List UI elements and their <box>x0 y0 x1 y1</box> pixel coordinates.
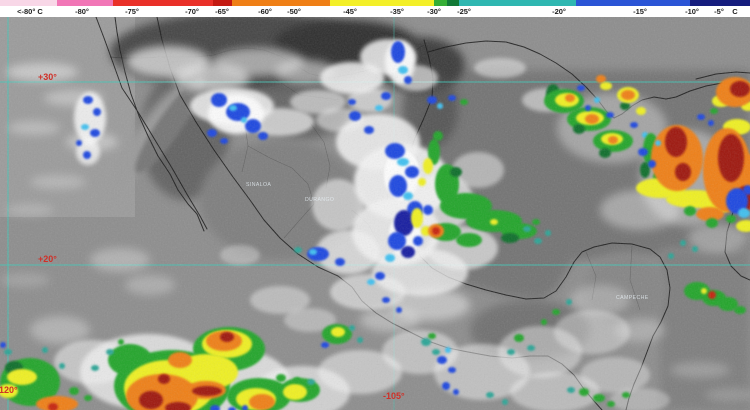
colorbar-segment <box>57 0 113 6</box>
colorbar-tick-label: -20° <box>552 7 566 16</box>
temperature-colorbar: <-80° C -80° -75° -70° -65° -60° -50° -4… <box>0 0 750 17</box>
colorbar-tick-label: -50° <box>287 7 301 16</box>
colorbar-segment <box>113 0 213 6</box>
colorbar-tick-label: -75° <box>125 7 139 16</box>
colorbar-segments <box>0 0 750 6</box>
state-label: CAMPECHE <box>616 295 649 301</box>
colorbar-segment <box>0 0 57 6</box>
latitude-label: +20° <box>38 254 57 264</box>
colorbar-tick-label: -65° <box>215 7 229 16</box>
colorbar-tick-label: -60° <box>258 7 272 16</box>
colorbar-tick-label: <-80° C <box>17 7 43 16</box>
colorbar-segment <box>576 0 690 6</box>
noise-overlay <box>0 17 750 410</box>
colorbar-segment <box>459 0 576 6</box>
colorbar-segment <box>213 0 232 6</box>
colorbar-segment <box>434 0 447 6</box>
colorbar-tick-label: -15° <box>633 7 647 16</box>
longitude-label: -120° <box>0 385 18 395</box>
colorbar-tick-label: -35° <box>390 7 404 16</box>
satellite-map: +30° +20° -120° -105° SINALOA DURANGO CA… <box>0 17 750 410</box>
colorbar-segment <box>690 0 750 6</box>
state-labels: SINALOA DURANGO CAMPECHE <box>246 182 649 301</box>
state-label: SINALOA <box>246 182 271 188</box>
state-label: DURANGO <box>305 197 334 203</box>
colorbar-tick-label: -5° <box>714 7 724 16</box>
colorbar-tick-label: -30° <box>427 7 441 16</box>
colorbar-tick-label: -25° <box>457 7 471 16</box>
colorbar-segment <box>447 0 459 6</box>
latitude-label: +30° <box>38 72 57 82</box>
colorbar-segment <box>330 0 434 6</box>
longitude-label: -105° <box>383 391 405 401</box>
colorbar-tick-label: -45° <box>343 7 357 16</box>
colorbar-tick-label: -10° <box>685 7 699 16</box>
colorbar-tick-label: -80° <box>75 7 89 16</box>
colorbar-segment <box>232 0 330 6</box>
grid-labels: +30° +20° -120° -105° <box>0 72 405 401</box>
colorbar-tick-label: C <box>732 7 738 16</box>
colorbar-tick-label: -70° <box>185 7 199 16</box>
colorbar-tick-labels: <-80° C -80° -75° -70° -65° -60° -50° -4… <box>17 7 738 16</box>
